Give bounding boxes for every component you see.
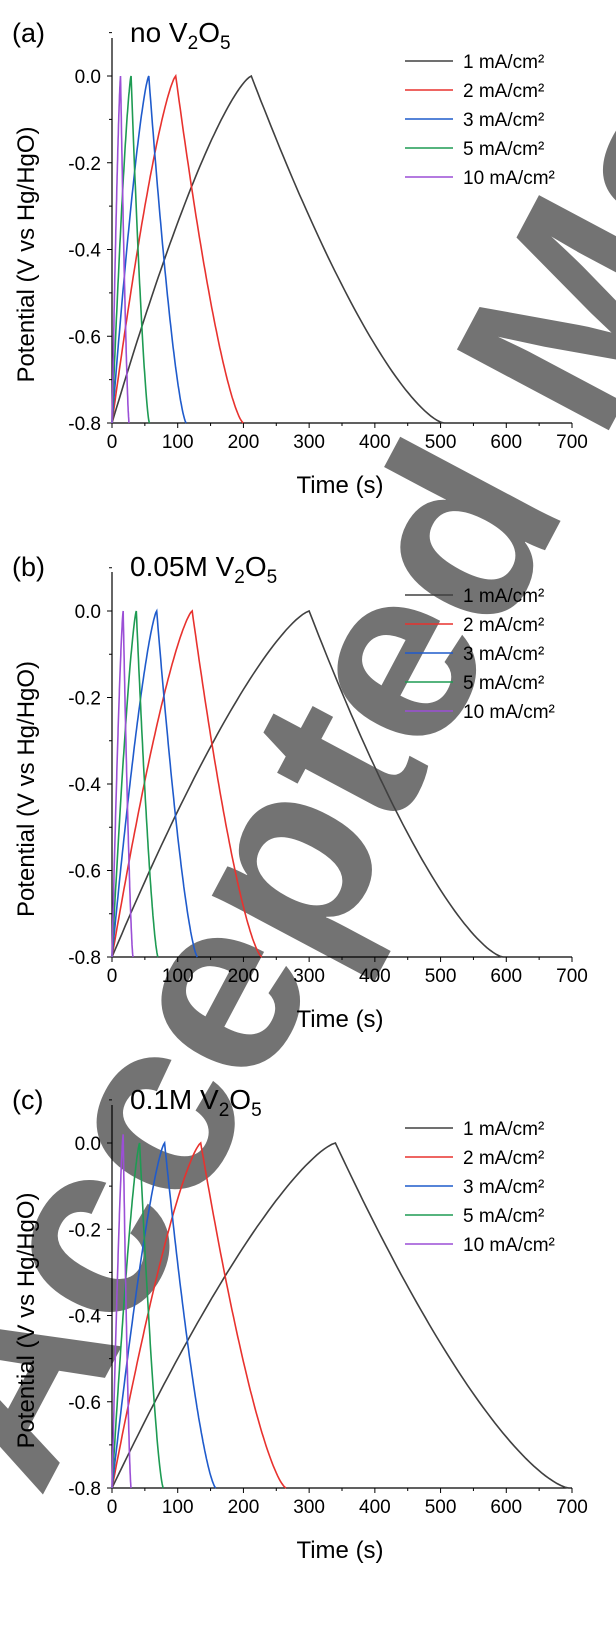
legend-label: 5 mA/cm² <box>463 139 544 160</box>
x-tick-label: 300 <box>293 432 325 453</box>
x-tick-label: 700 <box>556 1497 588 1518</box>
legend-label: 3 mA/cm² <box>463 1177 544 1198</box>
x-axis-label: Time (s) <box>296 472 383 499</box>
y-tick-label: 0.0 <box>75 67 101 88</box>
legend-label: 5 mA/cm² <box>463 673 544 694</box>
x-tick-label: 100 <box>162 432 194 453</box>
y-tick-label: -0.8 <box>68 414 101 435</box>
panel-label: (b) <box>12 552 45 582</box>
legend-label: 10 mA/cm² <box>463 1235 555 1256</box>
x-tick-label: 500 <box>425 966 457 987</box>
x-tick-label: 400 <box>359 966 391 987</box>
legend-label: 2 mA/cm² <box>463 1148 544 1169</box>
panel-title: no V2O5 <box>130 17 231 54</box>
chart-panel-3: 0 100 200 300 400 500 600 700 0.0 -0.2 -0.4 -0.6 -0.… <box>12 1084 588 1564</box>
x-axis-label: Time (s) <box>296 1006 383 1033</box>
panel-label: (c) <box>12 1085 43 1115</box>
series-line-5 <box>111 1134 132 1489</box>
x-tick-label: 600 <box>490 966 522 987</box>
y-tick-label: 0.0 <box>75 1134 101 1155</box>
x-tick-label: 400 <box>359 432 391 453</box>
y-tick-label: -0.6 <box>68 862 101 883</box>
y-tick-label: 0.0 <box>75 602 101 623</box>
x-axis-label: Time (s) <box>296 1537 383 1564</box>
legend-label: 10 mA/cm² <box>463 702 555 723</box>
x-tick-label: 0 <box>107 966 118 987</box>
series-line-2 <box>111 73 244 424</box>
series-line-5 <box>111 610 134 958</box>
x-tick-label: 0 <box>107 432 118 453</box>
series-line-4 <box>111 1142 165 1489</box>
panel-title: 0.1M V2O5 <box>130 1084 262 1121</box>
x-tick-label: 300 <box>293 1497 325 1518</box>
x-tick-label: 100 <box>162 1497 194 1518</box>
x-tick-label: 200 <box>228 1497 260 1518</box>
y-tick-label: -0.2 <box>68 1220 101 1241</box>
x-tick-label: 700 <box>556 966 588 987</box>
panel-title: 0.05M V2O5 <box>130 551 277 588</box>
legend-label: 2 mA/cm² <box>463 615 544 636</box>
x-tick-label: 500 <box>425 1497 457 1518</box>
x-tick-label: 600 <box>490 1497 522 1518</box>
series-line-1 <box>111 74 445 424</box>
series-line-3 <box>111 1140 217 1489</box>
x-tick-label: 700 <box>556 432 588 453</box>
x-tick-label: 400 <box>359 1497 391 1518</box>
legend-label: 2 mA/cm² <box>463 81 544 102</box>
chart-panel-2: 0 100 200 300 400 500 600 700 0.0 -0.2 -0.4 -0.6 -0.… <box>12 551 588 1033</box>
x-tick-label: 200 <box>228 432 260 453</box>
series-line-2 <box>111 609 263 958</box>
series-line-1 <box>111 609 504 958</box>
series-line-1 <box>111 1141 569 1489</box>
x-tick-label: 300 <box>293 966 325 987</box>
y-tick-label: -0.4 <box>68 775 101 796</box>
y-tick-label: -0.8 <box>68 1479 101 1500</box>
y-tick-label: -0.8 <box>68 948 101 969</box>
x-tick-label: 200 <box>228 966 260 987</box>
legend-label: 3 mA/cm² <box>463 644 544 665</box>
legend-label: 1 mA/cm² <box>463 52 544 73</box>
y-tick-label: -0.4 <box>68 1307 101 1328</box>
legend-label: 1 mA/cm² <box>463 586 544 607</box>
y-tick-label: -0.6 <box>68 1393 101 1414</box>
x-tick-label: 0 <box>107 1497 118 1518</box>
watermark: Accepted Manuscript <box>0 0 616 1525</box>
y-tick-label: -0.2 <box>68 154 101 175</box>
y-axis-label: Potential (V vs Hg/HgO) <box>13 661 40 917</box>
watermark-text: Accepted Manuscript <box>0 0 616 1525</box>
legend-label: 5 mA/cm² <box>463 1206 544 1227</box>
legend-label: 1 mA/cm² <box>463 1119 544 1140</box>
x-tick-label: 100 <box>162 966 194 987</box>
legend-label: 10 mA/cm² <box>463 168 555 189</box>
y-tick-label: -0.4 <box>68 241 101 262</box>
series-line-4 <box>111 610 159 958</box>
y-tick-label: -0.6 <box>68 327 101 348</box>
series-line-4 <box>111 75 151 424</box>
series-line-2 <box>111 1141 287 1489</box>
x-tick-label: 600 <box>490 432 522 453</box>
panel-label: (a) <box>12 18 45 48</box>
y-tick-label: -0.2 <box>68 689 101 710</box>
series-line-5 <box>111 75 130 424</box>
panels: 0 100 200 300 400 500 600 700 0.0 -0.2 -0.4 -0.6 -0.… <box>12 17 588 1564</box>
y-axis-label: Potential (V vs Hg/HgO) <box>13 1192 40 1448</box>
x-tick-label: 500 <box>425 432 457 453</box>
legend-label: 3 mA/cm² <box>463 110 544 131</box>
chart-panel-1: 0 100 200 300 400 500 600 700 0.0 -0.2 -0.4 -0.6 -0.… <box>12 17 588 499</box>
y-axis-label: Potential (V vs Hg/HgO) <box>13 126 40 382</box>
